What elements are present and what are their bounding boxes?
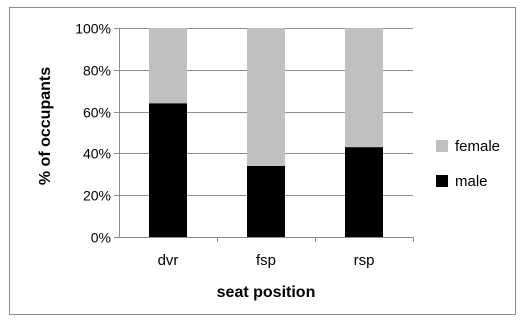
y-tick-label: 80% bbox=[83, 63, 111, 79]
legend-swatch-female bbox=[436, 140, 448, 152]
axes bbox=[114, 28, 414, 242]
legend-label-female: female bbox=[455, 138, 500, 155]
y-tick-label: 0% bbox=[91, 230, 111, 246]
y-tick-label: 40% bbox=[83, 146, 111, 162]
bar-female-rsp bbox=[345, 28, 383, 148]
x-tick-label: dvr bbox=[158, 252, 179, 269]
bar-male-fsp bbox=[247, 165, 285, 237]
bar-male-rsp bbox=[345, 147, 383, 237]
x-tick-label: fsp bbox=[256, 252, 276, 269]
y-axis-label: % of occupants bbox=[37, 67, 54, 185]
y-tick-label: 60% bbox=[83, 105, 111, 121]
legend-label-male: male bbox=[455, 173, 488, 190]
legend-swatch-male bbox=[436, 175, 448, 187]
bar-female-fsp bbox=[247, 28, 285, 166]
bar-male-dvr bbox=[149, 103, 187, 238]
y-tick-label: 100% bbox=[75, 21, 111, 37]
legend: female male bbox=[436, 138, 500, 190]
bars bbox=[149, 28, 383, 238]
x-tick-label: rsp bbox=[354, 252, 375, 269]
bar-female-dvr bbox=[149, 28, 187, 104]
y-tick-label: 20% bbox=[83, 188, 111, 204]
x-axis-label: seat position bbox=[217, 284, 316, 301]
tick-labels: 0% 20% 40% 60% 80% 100% dvr fsp rsp bbox=[75, 21, 374, 270]
